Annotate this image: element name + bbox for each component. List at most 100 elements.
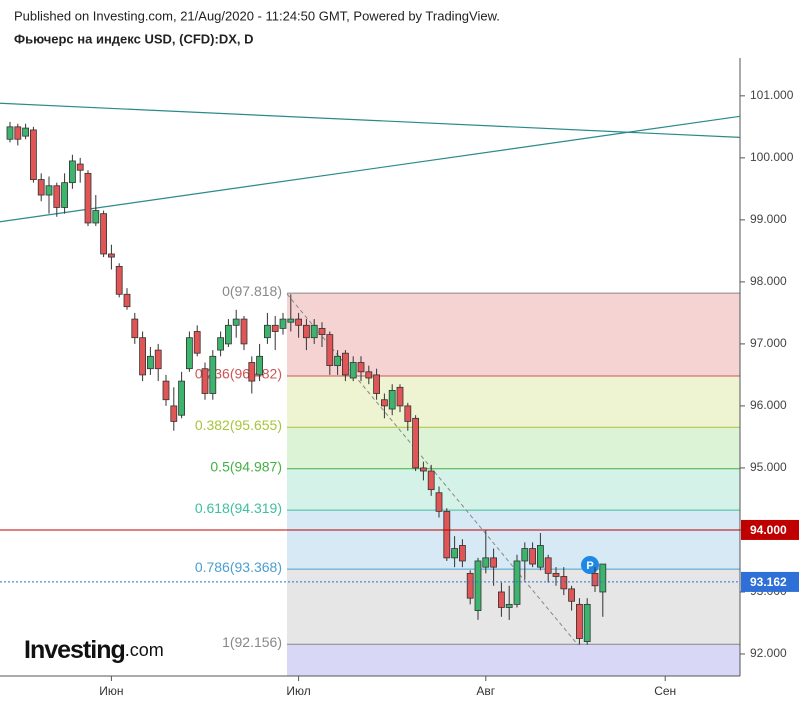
price-tag-label: 94.000 bbox=[750, 523, 787, 537]
candle-body bbox=[341, 352, 349, 376]
y-tick-label: 98.000 bbox=[750, 274, 787, 288]
candle-body bbox=[123, 293, 131, 308]
x-tick-label: Июл bbox=[286, 684, 310, 698]
fib-zone bbox=[287, 510, 740, 570]
candle-body bbox=[474, 560, 482, 611]
published-note: Published on Investing.com, 21/Aug/2020 … bbox=[14, 8, 500, 23]
candle-body bbox=[404, 405, 412, 422]
candle-body bbox=[224, 324, 232, 345]
y-tick-label: 97.000 bbox=[750, 336, 787, 350]
candle-body bbox=[560, 576, 568, 590]
candle-body bbox=[583, 603, 591, 642]
candle-body bbox=[279, 318, 287, 329]
fib-label: 1(92.156) bbox=[222, 634, 282, 650]
candle-body bbox=[178, 380, 186, 416]
candle-body bbox=[287, 318, 295, 323]
x-tick-label: Сен bbox=[654, 684, 676, 698]
candle-body bbox=[302, 324, 310, 339]
candle-body bbox=[357, 362, 365, 373]
fib-label: 0.5(94.987) bbox=[210, 458, 282, 474]
candle-body bbox=[373, 374, 381, 394]
x-tick-label: Июн bbox=[99, 684, 123, 698]
logo: Investing.com bbox=[24, 636, 164, 664]
candle-body bbox=[505, 603, 513, 608]
candle-body bbox=[458, 545, 466, 562]
instrument-title: Фьючерс на индекс USD, (CFD):DX, D bbox=[14, 31, 254, 46]
candle-body bbox=[22, 127, 30, 137]
candle-body bbox=[263, 324, 271, 339]
fib-label: 0.382(95.655) bbox=[195, 417, 282, 433]
fib-zone bbox=[287, 569, 740, 645]
y-tick-label: 95.000 bbox=[750, 460, 787, 474]
candle-body bbox=[334, 355, 342, 367]
candle-body bbox=[14, 126, 22, 140]
candle-body bbox=[599, 563, 607, 593]
candle-body bbox=[419, 467, 427, 472]
candle-body bbox=[326, 334, 334, 367]
candle-body bbox=[576, 603, 583, 639]
fib-zone bbox=[287, 468, 740, 511]
candle-body bbox=[100, 213, 107, 255]
p-badge-letter: P bbox=[586, 560, 593, 572]
candle-body bbox=[482, 557, 490, 568]
candle-body bbox=[248, 362, 256, 382]
candle-body bbox=[115, 265, 123, 295]
candle-body bbox=[537, 545, 544, 568]
candle-body bbox=[154, 349, 162, 370]
candle-body bbox=[53, 185, 61, 208]
candle-body bbox=[388, 390, 396, 410]
y-tick-label: 100.000 bbox=[750, 150, 794, 164]
candle-body bbox=[217, 337, 225, 351]
x-tick-label: Авг bbox=[476, 684, 495, 698]
y-tick-label: 101.000 bbox=[750, 88, 794, 102]
candle-body bbox=[84, 172, 92, 224]
fib-zone bbox=[287, 427, 740, 469]
fib-zone bbox=[287, 644, 740, 676]
fib-label: 0.618(94.319) bbox=[195, 500, 282, 516]
y-tick-label: 99.000 bbox=[750, 212, 787, 226]
candle-body bbox=[256, 355, 264, 376]
candle-body bbox=[529, 548, 536, 565]
candle-body bbox=[185, 337, 193, 370]
candle-body bbox=[271, 324, 279, 332]
price-tag bbox=[741, 519, 799, 540]
candle-body bbox=[146, 355, 154, 370]
candle-body bbox=[466, 572, 474, 599]
candle-body bbox=[427, 470, 435, 491]
candle-body bbox=[318, 327, 326, 335]
logo-suffix: .com bbox=[125, 640, 164, 660]
candle-body bbox=[61, 182, 68, 208]
trend-line bbox=[0, 115, 741, 223]
candle-body bbox=[232, 318, 240, 326]
candle-body bbox=[139, 337, 147, 376]
candle-body bbox=[435, 492, 443, 512]
candle-body bbox=[396, 386, 404, 407]
logo-brand: Investing bbox=[24, 636, 125, 664]
candle-body bbox=[240, 318, 248, 345]
candle-body bbox=[170, 405, 178, 422]
candle-body bbox=[92, 210, 100, 224]
price-tag-label: 93.162 bbox=[750, 575, 787, 589]
candle-body bbox=[193, 331, 201, 354]
candle-body bbox=[544, 557, 552, 574]
candle-body bbox=[29, 129, 37, 180]
candle-body bbox=[490, 557, 498, 568]
candle-body bbox=[209, 355, 217, 394]
candle-body bbox=[513, 560, 521, 605]
y-tick-label: 92.000 bbox=[750, 646, 787, 660]
fib-anchor-line bbox=[286, 293, 579, 646]
candle-body bbox=[295, 318, 303, 326]
candle-body bbox=[69, 160, 76, 184]
candle-body bbox=[45, 185, 53, 196]
candle-body bbox=[131, 318, 139, 339]
candle-body bbox=[591, 572, 599, 587]
candle-body bbox=[76, 163, 84, 171]
y-tick-label: 96.000 bbox=[750, 398, 787, 412]
candle-body bbox=[552, 572, 560, 577]
candle-body bbox=[365, 371, 373, 379]
candle-body bbox=[37, 179, 45, 196]
candle-body bbox=[349, 362, 357, 379]
candle-body bbox=[521, 548, 529, 562]
candle-body bbox=[380, 399, 388, 407]
